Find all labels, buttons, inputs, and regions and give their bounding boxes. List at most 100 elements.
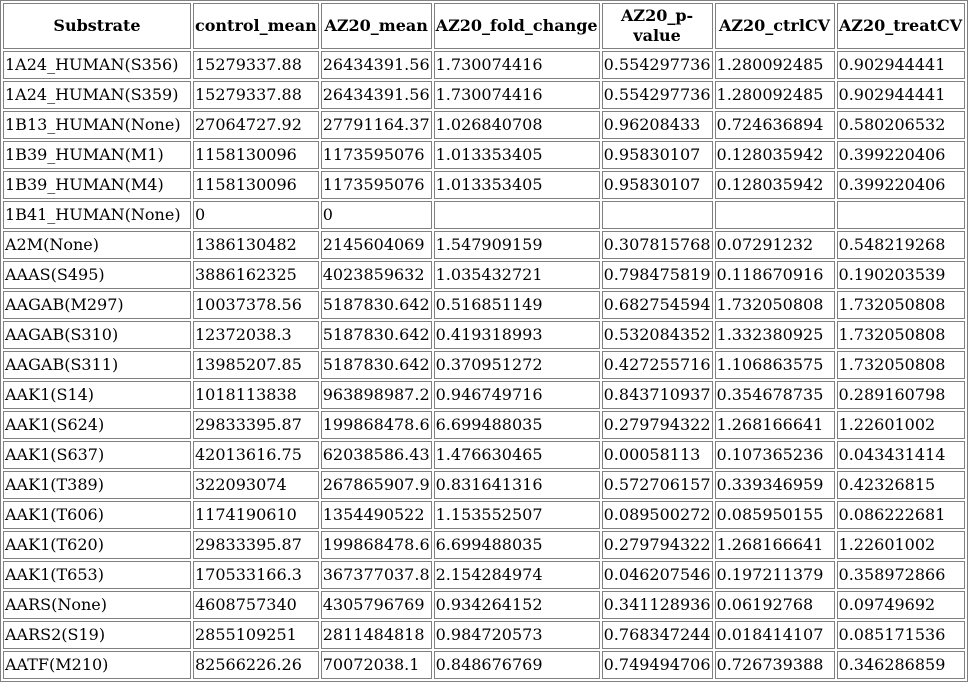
table-row: AAK1(S637) 42013616.75 62038586.43 1.476630… [3,441,965,469]
ctrlcv-cell: 0.06192768 [714,591,835,619]
az20-mean-cell: 4305796769 [320,591,432,619]
p-value-cell: 0.572706157 [601,471,713,499]
treatcv-cell: 0.358972866 [836,561,965,589]
table-row: AAK1(T389) 322093074 267865907.9 0.83164131… [3,471,965,499]
ctrlcv-cell: 0.339346959 [714,471,835,499]
header-az20-ctrlcv: AZ20_ctrlCV [714,3,835,49]
az20-mean-cell: 1354490522 [320,501,432,529]
substrate-cell: AAK1(S14) [3,381,191,409]
control-mean-cell: 15279337.88 [193,51,319,79]
p-value-cell: 0.749494706 [601,651,713,679]
p-value-cell: 0.00058113 [601,441,713,469]
table-row: AATF(M210) 82566226.26 70072038.1 0.8486767… [3,651,965,679]
substrate-cell: AARS2(S19) [3,621,191,649]
control-mean-cell: 42013616.75 [193,441,319,469]
treatcv-cell [836,201,965,229]
az20-mean-cell: 62038586.43 [320,441,432,469]
ctrlcv-cell: 1.332380925 [714,321,835,349]
table-body: 1A24_HUMAN(S356) 15279337.88 26434391.56 1.… [3,51,965,679]
header-az20-fold-change: AZ20_fold_change [433,3,600,49]
p-value-cell: 0.279794322 [601,411,713,439]
ctrlcv-cell: 0.128035942 [714,171,835,199]
header-control-mean: control_mean [193,3,319,49]
treatcv-cell: 0.580206532 [836,111,965,139]
treatcv-cell: 0.086222681 [836,501,965,529]
fold-change-cell: 2.154284974 [433,561,600,589]
az20-mean-cell: 199868478.6 [320,531,432,559]
table-row: AAGAB(M297) 10037378.56 5187830.642 0.51685… [3,291,965,319]
substrate-cell: A2M(None) [3,231,191,259]
treatcv-cell: 0.902944441 [836,51,965,79]
treatcv-cell: 0.190203539 [836,261,965,289]
treatcv-cell: 1.732050808 [836,291,965,319]
fold-change-cell: 1.153552507 [433,501,600,529]
substrate-cell: AAK1(T389) [3,471,191,499]
fold-change-cell: 1.013353405 [433,171,600,199]
substrate-cell: AAK1(T653) [3,561,191,589]
fold-change-cell: 0.984720573 [433,621,600,649]
p-value-cell: 0.554297736 [601,51,713,79]
p-value-cell: 0.046207546 [601,561,713,589]
fold-change-cell: 1.035432721 [433,261,600,289]
ctrlcv-cell: 0.128035942 [714,141,835,169]
treatcv-cell: 1.732050808 [836,351,965,379]
substrate-cell: AAK1(T620) [3,531,191,559]
ctrlcv-cell: 0.07291232 [714,231,835,259]
az20-mean-cell: 5187830.642 [320,321,432,349]
substrate-cell: AAGAB(S310) [3,321,191,349]
ctrlcv-cell: 1.268166641 [714,531,835,559]
control-mean-cell: 29833395.87 [193,411,319,439]
p-value-cell: 0.341128936 [601,591,713,619]
table-row: A2M(None) 1386130482 2145604069 1.547909159… [3,231,965,259]
fold-change-cell: 1.547909159 [433,231,600,259]
treatcv-cell: 0.085171536 [836,621,965,649]
az20-mean-cell: 4023859632 [320,261,432,289]
p-value-cell: 0.95830107 [601,171,713,199]
substrate-cell: AAK1(T606) [3,501,191,529]
control-mean-cell: 27064727.92 [193,111,319,139]
treatcv-cell: 0.548219268 [836,231,965,259]
fold-change-cell: 0.419318993 [433,321,600,349]
table-row: AAGAB(S310) 12372038.3 5187830.642 0.419318… [3,321,965,349]
az20-mean-cell: 26434391.56 [320,51,432,79]
p-value-cell: 0.554297736 [601,81,713,109]
ctrlcv-cell: 0.118670916 [714,261,835,289]
substrate-cell: 1A24_HUMAN(S356) [3,51,191,79]
table-row: AARS(None) 4608757340 4305796769 0.93426415… [3,591,965,619]
substrate-cell: 1B41_HUMAN(None) [3,201,191,229]
p-value-cell: 0.768347244 [601,621,713,649]
header-az20-mean: AZ20_mean [320,3,432,49]
p-value-cell: 0.798475819 [601,261,713,289]
treatcv-cell: 0.043431414 [836,441,965,469]
treatcv-cell: 0.399220406 [836,171,965,199]
header-az20-p-value: AZ20_p-value [601,3,713,49]
fold-change-cell: 0.848676769 [433,651,600,679]
fold-change-cell: 6.699488035 [433,411,600,439]
table-row: AAK1(S624) 29833395.87 199868478.6 6.699488… [3,411,965,439]
substrate-cell: AAK1(S637) [3,441,191,469]
substrate-cell: AAK1(S624) [3,411,191,439]
control-mean-cell: 1158130096 [193,171,319,199]
table-row: 1B39_HUMAN(M4) 1158130096 1173595076 1.0133… [3,171,965,199]
treatcv-cell: 0.399220406 [836,141,965,169]
substrate-cell: AARS(None) [3,591,191,619]
control-mean-cell: 82566226.26 [193,651,319,679]
az20-mean-cell: 367377037.8 [320,561,432,589]
control-mean-cell: 1158130096 [193,141,319,169]
control-mean-cell: 2855109251 [193,621,319,649]
ctrlcv-cell: 0.726739388 [714,651,835,679]
p-value-cell: 0.682754594 [601,291,713,319]
table-row: 1B41_HUMAN(None) 0 0 [3,201,965,229]
table-row: 1A24_HUMAN(S356) 15279337.88 26434391.56 1.… [3,51,965,79]
ctrlcv-cell: 0.724636894 [714,111,835,139]
ctrlcv-cell: 1.268166641 [714,411,835,439]
treatcv-cell: 0.289160798 [836,381,965,409]
p-value-cell: 0.96208433 [601,111,713,139]
az20-mean-cell: 2145604069 [320,231,432,259]
p-value-cell: 0.427255716 [601,351,713,379]
az20-mean-cell: 0 [320,201,432,229]
p-value-cell: 0.532084352 [601,321,713,349]
fold-change-cell: 6.699488035 [433,531,600,559]
ctrlcv-cell: 0.354678735 [714,381,835,409]
control-mean-cell: 322093074 [193,471,319,499]
